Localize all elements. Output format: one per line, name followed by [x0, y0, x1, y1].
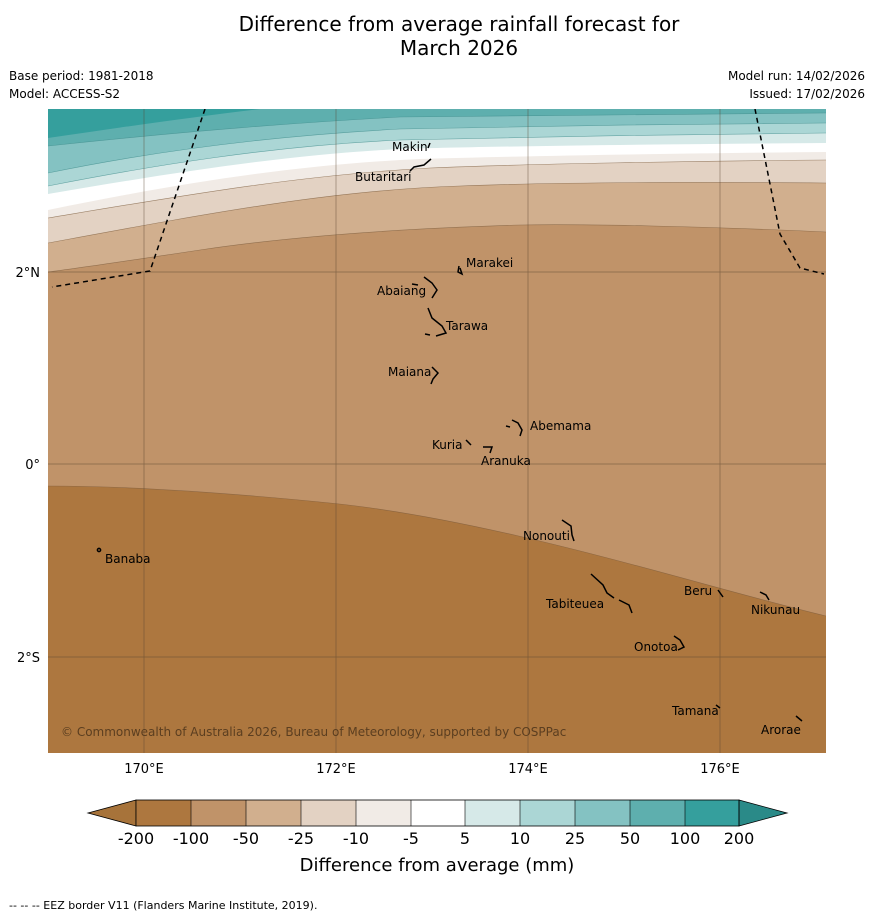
forecast-field: Makin Butaritari Marakei Abaiang Tarawa … — [48, 109, 826, 753]
model-run: Model run: 14/02/2026 — [727, 69, 865, 83]
colorbar-extend-low — [86, 799, 137, 827]
label-kuria: Kuria — [432, 438, 463, 452]
island-butaritari — [409, 158, 432, 172]
meta-right: Model run: 14/02/2026 Issued: 17/02/2026 — [728, 67, 865, 103]
island-marakei — [457, 265, 464, 276]
colorbar-swatch — [246, 800, 301, 826]
lon-tick-174e: 174°E — [508, 762, 548, 777]
copyright-notice: © Commonwealth of Australia 2026, Bureau… — [61, 725, 566, 739]
colorbar-swatch — [685, 800, 739, 826]
label-aranuka: Aranuka — [481, 454, 531, 468]
title-line-2: March 2026 — [399, 36, 519, 60]
island-nikunau — [759, 591, 770, 601]
label-nikunau: Nikunau — [751, 603, 800, 617]
colorbar-tick: 25 — [565, 829, 585, 848]
band-edges-wet — [48, 112, 826, 187]
colorbar-tick: 100 — [670, 829, 701, 848]
colorbar-tick: 10 — [510, 829, 530, 848]
colorbar-dividers — [190, 800, 686, 826]
colorbar-ticks: -200 -100 -50 -25 -10 -5 5 10 25 50 100 … — [118, 829, 754, 848]
eez-legend-footer: -- -- -- EEZ border V11 (Flanders Marine… — [9, 899, 318, 912]
axis-labels: 170°E 172°E 174°E 176°E 2°N 0° 2°S — [16, 266, 740, 777]
label-onotoa: Onotoa — [634, 640, 678, 654]
issued-date: Issued: 17/02/2026 — [749, 87, 865, 101]
island-abemama — [511, 419, 523, 437]
colorbar-extend-high — [738, 799, 789, 827]
island-tabiteuea-s — [618, 599, 633, 614]
lat-tick-0: 0° — [25, 458, 40, 473]
colorbar-tick: -5 — [403, 829, 419, 848]
colorbar-tick: -200 — [118, 829, 154, 848]
label-arorae: Arorae — [761, 723, 801, 737]
island-beru — [717, 589, 724, 598]
island-tabiteuea-n — [590, 573, 615, 599]
meta-left: Base period: 1981-2018 Model: ACCESS-S2 — [9, 67, 154, 103]
colorbar-swatch — [356, 800, 411, 826]
colorbar-tick: -10 — [343, 829, 369, 848]
island-arorae — [795, 715, 803, 722]
island-abaiang-w — [411, 283, 419, 286]
title-line-1: Difference from average rainfall forecas… — [238, 12, 680, 36]
band-pos50 — [48, 109, 826, 146]
island-onotoa — [673, 635, 686, 651]
colorbar-swatch — [575, 800, 630, 826]
colorbar-tick: 50 — [620, 829, 640, 848]
label-maiana: Maiana — [388, 365, 431, 379]
colorbar-tick: -100 — [173, 829, 209, 848]
graticule — [48, 109, 826, 753]
island-abaiang — [423, 276, 438, 299]
island-banaba — [96, 547, 102, 553]
island-aranuka — [483, 446, 494, 454]
colorbar-swatch — [630, 800, 685, 826]
colorbar-tick: 200 — [724, 829, 755, 848]
label-abemama: Abemama — [530, 419, 591, 433]
island-tarawa-w — [424, 333, 431, 336]
colorbar-swatch — [301, 800, 356, 826]
lon-tick-170e: 170°E — [124, 762, 164, 777]
label-tabiteuea: Tabiteuea — [545, 597, 604, 611]
label-butaritari: Butaritari — [355, 170, 412, 184]
label-beru: Beru — [684, 584, 712, 598]
lon-tick-172e: 172°E — [316, 762, 356, 777]
base-period: Base period: 1981-2018 — [9, 69, 154, 83]
map-title: Difference from average rainfall forecas… — [0, 12, 873, 60]
colorbar-swatch — [520, 800, 575, 826]
lat-tick-2n: 2°N — [16, 266, 41, 281]
label-abaiang: Abaiang — [377, 284, 426, 298]
island-abemama-w — [505, 425, 511, 428]
label-marakei: Marakei — [466, 256, 513, 270]
label-tamana: Tamana — [671, 704, 719, 718]
lat-tick-2s: 2°S — [17, 651, 40, 666]
island-kuria — [465, 439, 472, 446]
colorbar-swatch — [465, 800, 520, 826]
island-makin — [427, 142, 431, 149]
island-nonouti — [561, 519, 575, 542]
colorbar-frame — [135, 799, 740, 827]
band-edges — [48, 159, 826, 617]
label-makin: Makin — [392, 140, 428, 154]
place-labels: Makin Butaritari Marakei Abaiang Tarawa … — [105, 140, 801, 737]
island-maiana — [430, 366, 440, 385]
model-name: Model: ACCESS-S2 — [9, 87, 121, 101]
label-banaba: Banaba — [105, 552, 151, 566]
label-tarawa: Tarawa — [445, 319, 488, 333]
colorbar-tick: -50 — [233, 829, 259, 848]
island-outlines — [96, 142, 803, 722]
label-nonouti: Nonouti — [523, 529, 570, 543]
island-tamana — [715, 704, 721, 709]
colorbar-tick: 5 — [460, 829, 470, 848]
colorbar-swatch — [136, 800, 191, 826]
eez-border — [51, 109, 825, 288]
colorbar-label: Difference from average (mm) — [300, 855, 575, 876]
island-tarawa — [427, 307, 448, 337]
colorbar-swatch — [411, 800, 465, 826]
colorbar-swatch — [191, 800, 246, 826]
colorbar-tick: -25 — [288, 829, 314, 848]
lon-tick-176e: 176°E — [700, 762, 740, 777]
colorbar: -200 -100 -50 -25 -10 -5 5 10 25 50 100 … — [86, 799, 789, 876]
band-pos100 — [48, 109, 260, 138]
